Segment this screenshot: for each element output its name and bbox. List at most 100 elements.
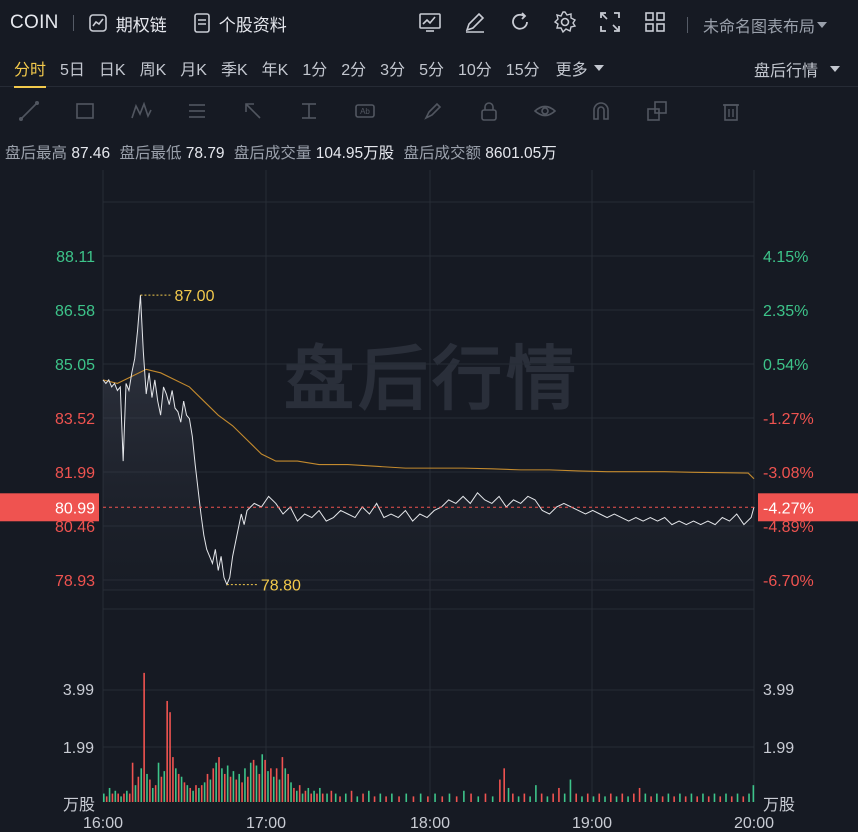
volume-bar — [725, 793, 727, 802]
volume-bar — [321, 793, 324, 802]
volume-bar — [535, 785, 537, 802]
volume-bar — [111, 793, 114, 802]
tab-intraday[interactable]: 分时 — [14, 56, 47, 88]
magnet-icon[interactable] — [590, 100, 612, 122]
gear-icon[interactable] — [553, 10, 577, 34]
volume-bar — [137, 776, 140, 802]
volume-bar — [650, 796, 652, 802]
intraday-chart[interactable]: 88.11 4.15% 86.58 2.35% 85.05 0.54% 83.52 -1.27… — [0, 170, 858, 832]
volume-bar — [298, 785, 301, 802]
fibonacci-tool-icon[interactable] — [186, 100, 208, 122]
volume-bar — [192, 790, 194, 802]
trash-icon[interactable] — [720, 100, 742, 122]
volume-bar — [189, 787, 192, 802]
volume-bar — [463, 790, 465, 802]
tab-weekly[interactable]: 周K — [139, 62, 167, 79]
draw-pen-icon[interactable] — [463, 10, 487, 34]
tab-15min[interactable]: 15分 — [505, 62, 540, 79]
volume-bar — [491, 796, 494, 802]
y-tick-right: -6.70% — [763, 573, 814, 590]
volume-bar — [661, 796, 664, 802]
volume-bar — [503, 768, 505, 802]
volume-bar — [319, 787, 321, 802]
volume-bar — [200, 785, 203, 802]
more-periods-dropdown[interactable]: 更多 — [556, 56, 604, 80]
volume-bar — [609, 793, 612, 802]
volume-bar — [209, 779, 212, 802]
pattern-tool-icon[interactable] — [130, 100, 152, 122]
copy-icon[interactable] — [646, 100, 668, 122]
volume-axis-labels: 3.99 3.99 1.99 1.99 万股 万股 — [63, 682, 795, 814]
volume-bar — [126, 790, 128, 802]
layout-selector[interactable]: 未命名图表布局 — [687, 13, 828, 37]
text-tool-icon[interactable]: Ab — [354, 100, 376, 122]
volume-bar — [621, 793, 624, 802]
brush-icon[interactable] — [422, 100, 444, 122]
tab-5day[interactable]: 5日 — [60, 62, 85, 79]
tab-5min[interactable]: 5分 — [419, 62, 444, 79]
volume-bar — [223, 773, 226, 802]
amount-label: 盘后成交额 — [403, 145, 481, 162]
volume-bar — [499, 779, 501, 802]
tab-quarterly[interactable]: 季K — [220, 62, 248, 79]
volume-bar — [644, 793, 647, 802]
volume-bar — [157, 762, 160, 802]
tab-daily[interactable]: 日K — [98, 62, 126, 79]
tab-yearly[interactable]: 年K — [261, 62, 289, 79]
volume-bar — [696, 796, 698, 802]
volume-bar — [334, 793, 337, 802]
fullscreen-icon[interactable] — [598, 10, 622, 34]
volume-bar — [232, 771, 235, 802]
current-price-tag — [0, 493, 99, 522]
tab-3min[interactable]: 3分 — [380, 62, 406, 79]
volume-bar — [313, 790, 315, 802]
options-chain-button[interactable]: 期权链 — [88, 11, 167, 36]
volume-bar — [748, 793, 750, 802]
tab-1min[interactable]: 1分 — [302, 62, 328, 79]
volume-bar — [221, 768, 223, 802]
tab-monthly[interactable]: 月K — [180, 62, 207, 79]
y-tick-left: 78.93 — [55, 573, 95, 590]
volume-bar — [172, 757, 174, 802]
volume-bar — [252, 759, 255, 802]
arrow-tool-icon[interactable] — [242, 100, 264, 122]
volume-bar — [344, 793, 347, 802]
lock-icon[interactable] — [478, 100, 500, 122]
trend-line-icon[interactable] — [18, 100, 40, 122]
volume-bar — [267, 771, 269, 802]
measure-tool-icon[interactable] — [298, 100, 320, 122]
volume-bar — [247, 776, 249, 802]
after-hours-dropdown[interactable]: 盘后行情 — [754, 57, 840, 81]
extreme-markers: 87.00 78.80 — [140, 288, 301, 595]
refresh-icon[interactable] — [508, 10, 532, 34]
average-price-line — [102, 368, 755, 480]
low-label: 盘后最低 — [119, 145, 182, 162]
x-tick-label: 19:00 — [572, 815, 612, 832]
stock-profile-button[interactable]: 个股资料 — [193, 11, 287, 36]
volume-bar — [131, 762, 134, 802]
price-area — [103, 295, 754, 590]
tab-2min[interactable]: 2分 — [341, 62, 367, 79]
max-marker-label: 87.00 — [174, 288, 214, 305]
tab-10min[interactable]: 10分 — [457, 62, 492, 79]
vol-tick-right: 3.99 — [763, 682, 794, 699]
options-chain-icon — [88, 14, 107, 32]
x-tick-label: 16:00 — [83, 815, 123, 832]
y-tick-left: 88.11 — [56, 249, 95, 266]
volume-bar — [215, 762, 217, 802]
volume-bar — [656, 793, 658, 802]
grid-layout-icon[interactable] — [643, 10, 667, 34]
y-tick-left: 81.99 — [55, 465, 95, 482]
current-pct-tag — [758, 493, 858, 522]
rectangle-tool-icon[interactable] — [74, 100, 96, 122]
eye-icon[interactable] — [534, 100, 556, 122]
volume-bar — [448, 793, 451, 802]
volume-bar — [470, 793, 472, 802]
indicator-icon[interactable] — [418, 10, 442, 34]
svg-text:Ab: Ab — [360, 107, 370, 116]
x-tick-label: 18:00 — [410, 815, 450, 832]
volume-bar — [310, 793, 312, 802]
current-price-value: 80.99 — [55, 500, 95, 517]
divider — [72, 15, 74, 31]
volume-bar — [558, 787, 560, 802]
